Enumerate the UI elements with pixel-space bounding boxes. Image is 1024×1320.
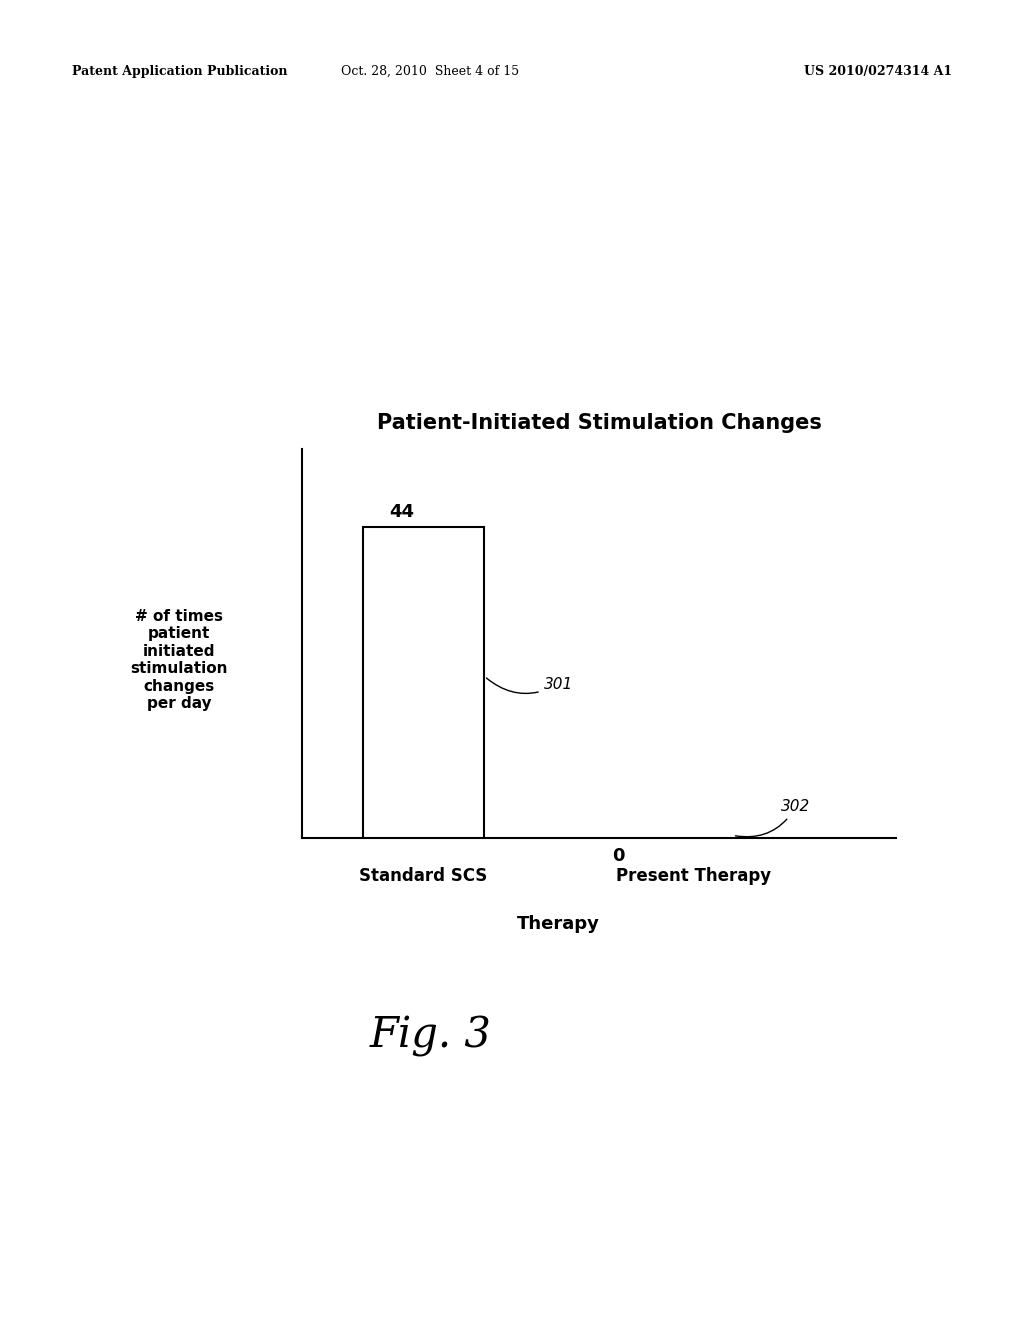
Text: 302: 302 <box>735 800 811 837</box>
Text: Present Therapy: Present Therapy <box>616 867 771 886</box>
Bar <box>362 527 484 838</box>
Text: US 2010/0274314 A1: US 2010/0274314 A1 <box>804 65 952 78</box>
Text: Oct. 28, 2010  Sheet 4 of 15: Oct. 28, 2010 Sheet 4 of 15 <box>341 65 519 78</box>
Text: # of times
patient
initiated
stimulation
changes
per day: # of times patient initiated stimulation… <box>130 609 228 711</box>
Text: Patent Application Publication: Patent Application Publication <box>72 65 287 78</box>
Text: Therapy: Therapy <box>517 915 600 933</box>
Text: 44: 44 <box>389 503 415 521</box>
Text: Patient-Initiated Stimulation Changes: Patient-Initiated Stimulation Changes <box>377 413 821 433</box>
Text: 0: 0 <box>611 846 625 865</box>
Text: Standard SCS: Standard SCS <box>359 867 487 886</box>
Text: Fig. 3: Fig. 3 <box>369 1015 492 1057</box>
Text: 301: 301 <box>486 677 573 693</box>
